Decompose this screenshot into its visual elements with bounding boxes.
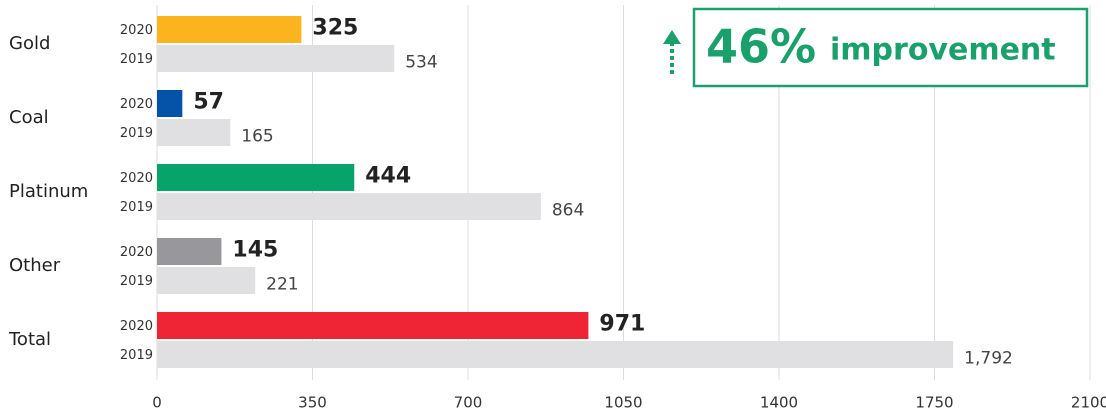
category-label: Other — [9, 255, 61, 276]
value-label: 165 — [241, 127, 273, 147]
annotation-text: improvement — [830, 33, 1056, 68]
annotation-box — [692, 7, 1089, 88]
x-tick-label: 2100 — [1071, 394, 1106, 412]
bar — [157, 119, 231, 146]
bar — [157, 341, 954, 368]
series-label: 2020 — [120, 97, 153, 112]
bar — [157, 90, 183, 117]
bar — [157, 193, 541, 220]
x-tick-label: 350 — [298, 394, 327, 412]
series-label: 2020 — [120, 245, 153, 260]
series-label: 2019 — [120, 52, 153, 67]
x-tick-label: 700 — [454, 394, 483, 412]
series-label: 2019 — [120, 126, 153, 141]
value-label: 325 — [312, 16, 358, 41]
bar — [157, 45, 395, 72]
category-label: Platinum — [9, 181, 88, 202]
annotation-value: 46% — [706, 20, 816, 74]
category-label: Gold — [9, 33, 50, 54]
series-label: 2019 — [120, 200, 153, 215]
series-label: 2020 — [120, 23, 153, 38]
category-label: Total — [8, 329, 51, 350]
bar — [157, 164, 355, 191]
value-label: 534 — [405, 53, 437, 73]
value-label: 221 — [266, 275, 298, 295]
value-label: 444 — [365, 164, 411, 189]
x-tick-label: 1050 — [604, 394, 642, 412]
bar — [157, 267, 256, 294]
value-label: 57 — [193, 90, 224, 115]
x-tick-label: 1400 — [760, 394, 798, 412]
x-tick-label: 0 — [152, 394, 162, 412]
category-label: Coal — [9, 107, 49, 128]
series-label: 2019 — [120, 348, 153, 363]
series-label: 2020 — [120, 319, 153, 334]
bar — [157, 238, 222, 265]
bar — [157, 312, 589, 339]
value-label: 145 — [232, 238, 278, 263]
arrow-icon — [663, 30, 681, 74]
series-label: 2019 — [120, 274, 153, 289]
bar — [157, 16, 302, 43]
value-label: 864 — [552, 201, 584, 221]
series-label: 2020 — [120, 171, 153, 186]
x-tick-label: 1750 — [915, 394, 953, 412]
value-label: 1,792 — [964, 349, 1013, 369]
value-label: 971 — [599, 312, 645, 337]
